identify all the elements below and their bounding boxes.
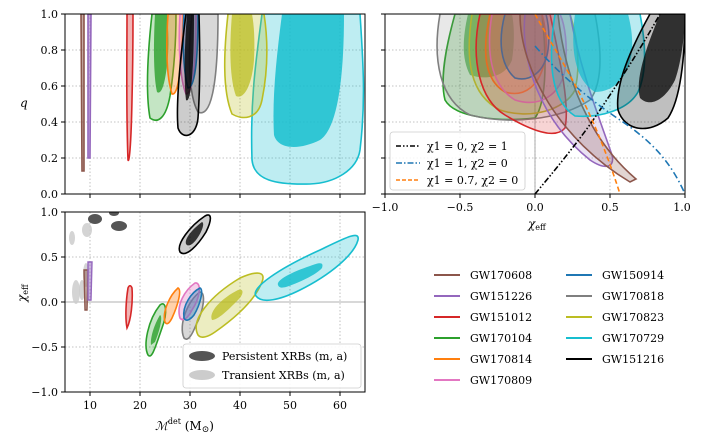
xtick-tr-3: 0.5 xyxy=(601,201,619,214)
legend-GW170729: GW170729 xyxy=(602,332,664,345)
contour-GW170814-bl xyxy=(163,287,181,325)
ytick-bl-0: −1.0 xyxy=(31,386,58,399)
xlabel-chieff: χeff xyxy=(527,217,547,232)
contour-GW170608-tl xyxy=(80,14,85,172)
legend-ref-1: χ1 = 0, χ2 = 1 xyxy=(427,140,508,153)
contour-GW151012-bl xyxy=(125,284,134,331)
legend-GW170809: GW170809 xyxy=(470,374,532,387)
legend-GW170814: GW170814 xyxy=(470,353,532,366)
contour-GW151216-tl xyxy=(176,14,201,137)
legend-GW170818: GW170818 xyxy=(602,290,664,303)
panel-q-vs-mass: 0.0 0.2 0.4 0.6 0.8 1.0 q xyxy=(20,8,366,201)
xtick-tr-1: −0.5 xyxy=(447,201,474,214)
ylabel-chieff: χeff xyxy=(15,283,30,303)
legend-transient-xrbs: Transient XRBs (m, a) xyxy=(222,369,345,382)
ylabel-q: q xyxy=(20,96,28,110)
legend-ref-2: χ1 = 1, χ2 = 0 xyxy=(427,157,508,170)
contour-GW170104-tl xyxy=(146,14,177,121)
ytick-bl-4: 1.0 xyxy=(41,206,59,219)
legend-persistent-xrbs: Persistent XRBs (m, a) xyxy=(222,350,347,363)
ticks-top-right xyxy=(381,13,686,198)
xtick-bl-1: 20 xyxy=(133,399,147,412)
curve-chi1-0-chi2-1 xyxy=(534,14,661,194)
ytick-bl-1: −0.5 xyxy=(31,341,58,354)
ytick-tl-3: 0.6 xyxy=(41,80,59,93)
legend-GW170823: GW170823 xyxy=(602,311,664,324)
contour-GW170608-tr xyxy=(519,14,638,183)
legend-xrb: Persistent XRBs (m, a) Transient XRBs (m… xyxy=(182,343,362,389)
ytick-tl-4: 0.8 xyxy=(41,44,59,57)
contour-GW151226-tl xyxy=(87,14,92,159)
contour-GW151012-tl xyxy=(125,14,134,162)
contour-GW170729-tl xyxy=(250,14,365,185)
contour-GW150914-bl xyxy=(182,287,203,321)
legend-GW170608: GW170608 xyxy=(470,269,532,282)
xrb-persistent xyxy=(88,212,127,231)
ticks-top-left xyxy=(61,13,341,198)
xtick-bl-2: 30 xyxy=(183,399,197,412)
ytick-tl-2: 0.4 xyxy=(41,116,59,129)
xtick-tr-2: 0.0 xyxy=(526,201,544,214)
ticks-bottom-left xyxy=(61,211,341,396)
ytick-bl-3: 0.5 xyxy=(41,251,59,264)
xtick-bl-4: 50 xyxy=(283,399,297,412)
curve-chi1-1-chi2-0 xyxy=(534,45,685,194)
legend-GW150914: GW150914 xyxy=(602,269,664,282)
legend-GW151012: GW151012 xyxy=(470,311,532,324)
legend-ref-3: χ1 = 0.7, χ2 = 0 xyxy=(427,174,518,187)
frame-top-left xyxy=(64,13,366,195)
contour-GW170608-bl xyxy=(83,269,89,311)
legend-GW151216: GW151216 xyxy=(602,353,664,366)
curve-chi1-07-chi2-0 xyxy=(534,14,621,194)
xtick-bl-3: 40 xyxy=(233,399,247,412)
ytick-tl-5: 1.0 xyxy=(41,8,59,21)
xtick-bl-0: 10 xyxy=(83,399,97,412)
xtick-tr-4: 1.0 xyxy=(673,201,691,214)
xtick-bl-5: 60 xyxy=(333,399,347,412)
legend-GW170104: GW170104 xyxy=(470,332,532,345)
contour-GW170823-tl xyxy=(223,14,268,119)
xlabel-mass: ℳdet (M⊙) xyxy=(155,417,214,435)
panel-chieff-vs-mass: 10 20 30 40 50 60 −1.0 −0.5 0.0 0.5 1.0 … xyxy=(15,206,366,435)
legend-GW151226: GW151226 xyxy=(470,290,532,303)
legend-reference-curves: χ1 = 0, χ2 = 1 χ1 = 1, χ2 = 0 χ1 = 0.7, … xyxy=(389,131,526,191)
contour-GW151226-bl xyxy=(87,261,93,301)
xtick-tr-0: −1.0 xyxy=(372,201,399,214)
legend-events: GW170608 GW151226 GW151012 GW170104 GW17… xyxy=(434,269,664,387)
ytick-tl-1: 0.2 xyxy=(41,152,59,165)
ytick-bl-2: 0.0 xyxy=(41,296,59,309)
panel-q-vs-chieff: −1.0 −0.5 0.0 0.5 1.0 χeff χ1 = 0, χ2 = … xyxy=(372,13,691,232)
ytick-tl-0: 0.0 xyxy=(41,188,59,201)
